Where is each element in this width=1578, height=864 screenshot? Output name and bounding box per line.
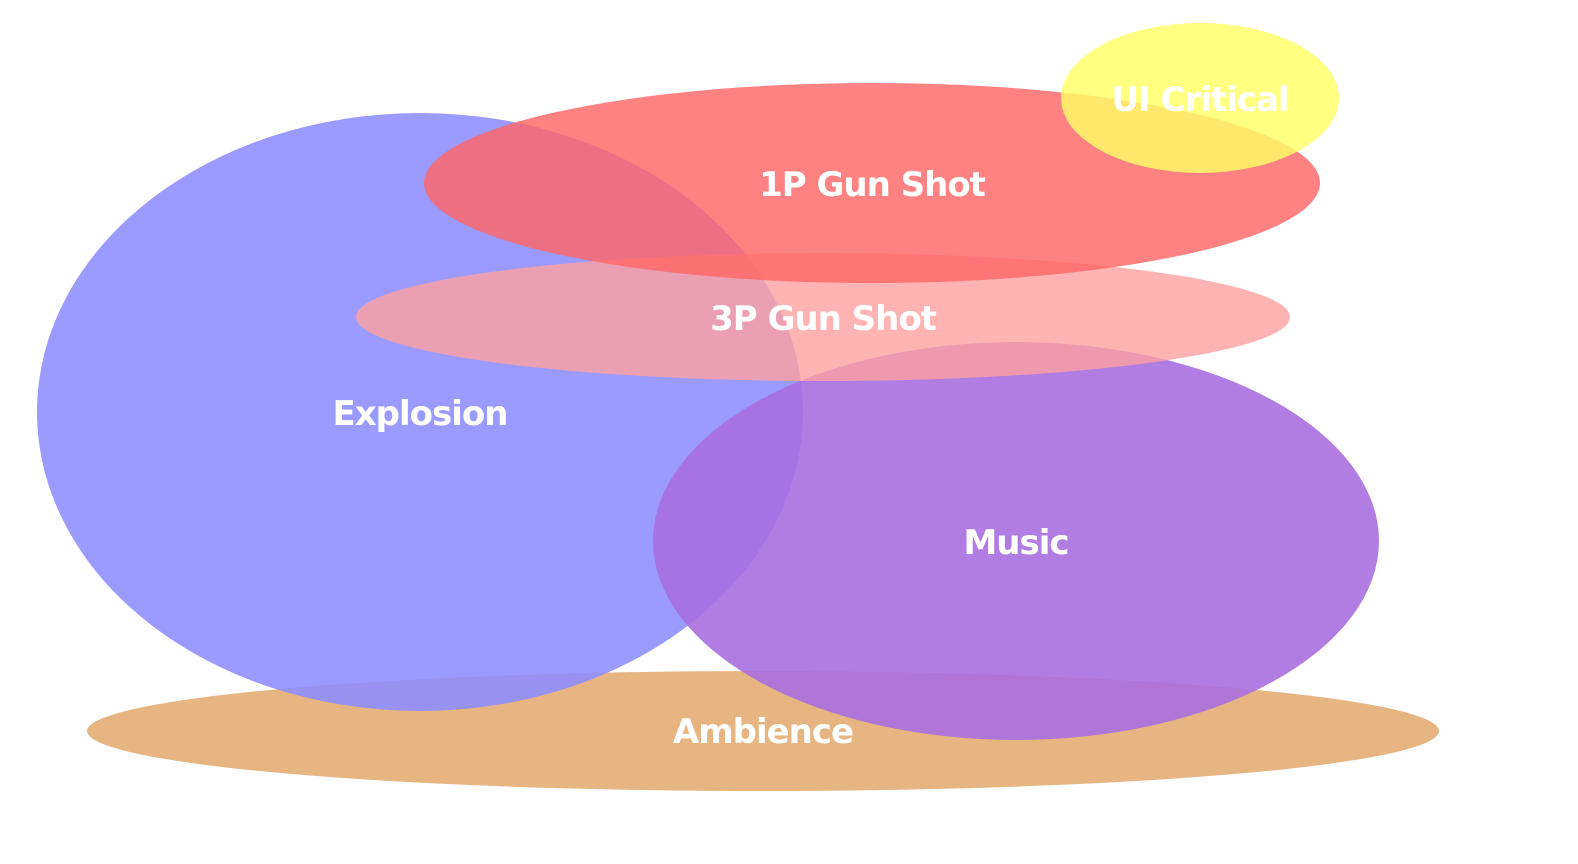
1p-gun-shot-label: 1P Gun Shot [759,165,986,205]
set-music: Music [653,342,1379,740]
3p-gun-shot-ellipse [356,253,1290,381]
ui-critical-label: UI Critical [1111,80,1288,120]
music-label: Music [963,523,1068,563]
set-ui-critical: UI Critical [1061,23,1339,173]
3p-gun-shot-label: 3P Gun Shot [710,299,937,339]
set-3p-gun-shot: 3P Gun Shot [356,253,1290,381]
ui-critical-ellipse [1061,23,1339,173]
music-ellipse [653,342,1379,740]
explosion-label: Explosion [333,394,508,434]
ambience-label: Ambience [673,712,853,752]
